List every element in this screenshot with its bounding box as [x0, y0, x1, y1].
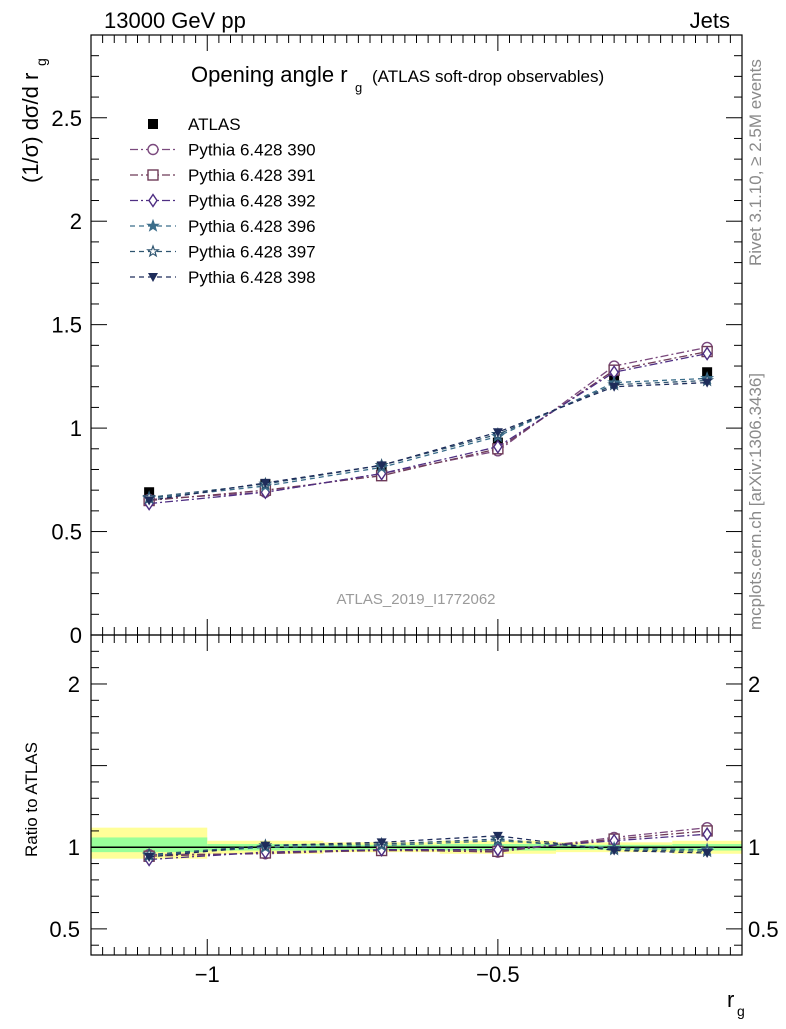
data-point — [148, 119, 158, 129]
legend-entry: Pythia 6.428 397 — [130, 243, 316, 262]
legend-label: Pythia 6.428 390 — [188, 141, 316, 160]
legend-label: Pythia 6.428 397 — [188, 243, 316, 262]
main-series — [143, 341, 713, 506]
x-tick-label: −0.5 — [476, 962, 519, 987]
legend-label: ATLAS — [188, 115, 241, 134]
legend-entry: Pythia 6.428 398 — [130, 268, 316, 287]
main-series — [142, 371, 715, 505]
ratio-y-tick-label-right: 0.5 — [748, 917, 779, 942]
ratio-series-line — [149, 833, 708, 861]
main-y-tick-label: 0.5 — [51, 520, 82, 545]
legend-label: Pythia 6.428 391 — [188, 166, 316, 185]
data-point — [146, 244, 160, 258]
main-series-line — [149, 381, 708, 502]
mcplots-text: mcplots.cern.ch [arXiv:1306.3436] — [746, 373, 765, 630]
data-point — [148, 193, 158, 208]
main-y-tick-label: 2.5 — [51, 106, 82, 131]
main-series — [142, 373, 715, 504]
data-point — [144, 853, 155, 863]
data-point — [148, 273, 158, 282]
data-point — [493, 439, 503, 454]
header-process-label: Jets — [690, 8, 730, 33]
rivet-version-text: Rivet 3.1.10, ≥ 2.5M events — [746, 59, 765, 266]
data-point — [260, 478, 271, 488]
ratio-series — [144, 831, 713, 863]
ratio-series-line — [149, 835, 708, 858]
data-point — [144, 496, 155, 506]
legend-entry: Pythia 6.428 390 — [130, 141, 316, 160]
data-point — [376, 461, 387, 471]
ratio-y-tick-label-left: 1 — [68, 835, 80, 860]
legend-entry: ATLAS — [148, 115, 241, 134]
main-title: Opening angle r g (ATLAS soft-drop obser… — [191, 62, 604, 95]
main-y-axis-title: (1/σ) dσ/d r g — [18, 58, 49, 183]
data-point — [702, 378, 713, 388]
main-series-line — [149, 350, 708, 502]
main-series-line — [149, 352, 708, 505]
main-y-tick-label: 1.5 — [51, 313, 82, 338]
legend-label: Pythia 6.428 396 — [188, 217, 316, 236]
ratio-series-line — [149, 840, 708, 857]
header-collision-label: 13000 GeV pp — [104, 8, 246, 33]
main-title-text: Opening angle r — [191, 62, 348, 87]
main-y-axis-title-subscript: g — [33, 58, 49, 66]
data-point — [609, 382, 620, 392]
legend-entry: Pythia 6.428 392 — [130, 192, 316, 211]
x-axis-title-subscript: g — [737, 1003, 745, 1019]
rivet-version-label: Rivet 3.1.10, ≥ 2.5M events — [746, 59, 765, 266]
legend-entry: Pythia 6.428 396 — [130, 217, 316, 236]
x-axis-title: r g — [727, 987, 745, 1019]
data-point — [702, 826, 712, 842]
main-y-axis-title-text: (1/σ) dσ/d r — [18, 73, 43, 183]
x-axis-title-text: r — [727, 987, 734, 1012]
ratio-y-axis-title: Ratio to ATLAS — [22, 742, 41, 857]
main-series-line — [149, 377, 708, 500]
x-tick-label: −1 — [195, 962, 220, 987]
analysis-watermark: ATLAS_2019_I1772062 — [336, 591, 495, 608]
ratio-series-line — [149, 838, 708, 856]
ratio-panel-frame — [90, 634, 743, 956]
data-point — [260, 841, 271, 851]
ratio-y-tick-label-right: 1 — [748, 835, 760, 860]
ratio-y-tick-label-left: 0.5 — [49, 917, 80, 942]
main-series — [144, 346, 712, 511]
main-y-tick-label: 0 — [70, 623, 82, 648]
main-series-line — [149, 379, 708, 499]
main-title-subscript: g — [355, 80, 362, 95]
data-point — [147, 169, 159, 181]
data-point — [702, 346, 712, 361]
ratio-y-axis-title-text: Ratio to ATLAS — [22, 742, 41, 857]
data-point — [376, 838, 387, 848]
main-series — [143, 345, 713, 507]
data-point — [609, 846, 620, 856]
data-point — [147, 143, 159, 156]
legend-entry: Pythia 6.428 391 — [130, 166, 316, 185]
data-point — [146, 218, 160, 232]
main-series — [144, 378, 713, 506]
data-point — [492, 831, 503, 841]
legend-label: Pythia 6.428 398 — [188, 268, 316, 287]
ratio-y-tick-label-right: 2 — [748, 672, 760, 697]
data-point — [492, 428, 503, 438]
chart-marks: −1 −0.5 0 0.5 1 1.5 2 2.5 0.5 0.5 1 1 2 2 ATLAS Pythia … — [49, 34, 779, 987]
data-point — [702, 848, 713, 858]
main-y-tick-label: 2 — [70, 209, 82, 234]
ratio-y-tick-label-left: 2 — [68, 672, 80, 697]
legend: ATLAS Pythia 6.428 390 Pythia 6.428 391 Pyt… — [130, 115, 316, 287]
main-title-note: (ATLAS soft-drop observables) — [372, 67, 604, 86]
mcplots-label: mcplots.cern.ch [arXiv:1306.3436] — [746, 373, 765, 630]
main-y-tick-label: 1 — [70, 416, 82, 441]
legend-label: Pythia 6.428 392 — [188, 192, 316, 211]
main-series — [144, 367, 713, 498]
ratio-band-inner — [91, 837, 208, 853]
data-point — [493, 842, 503, 857]
